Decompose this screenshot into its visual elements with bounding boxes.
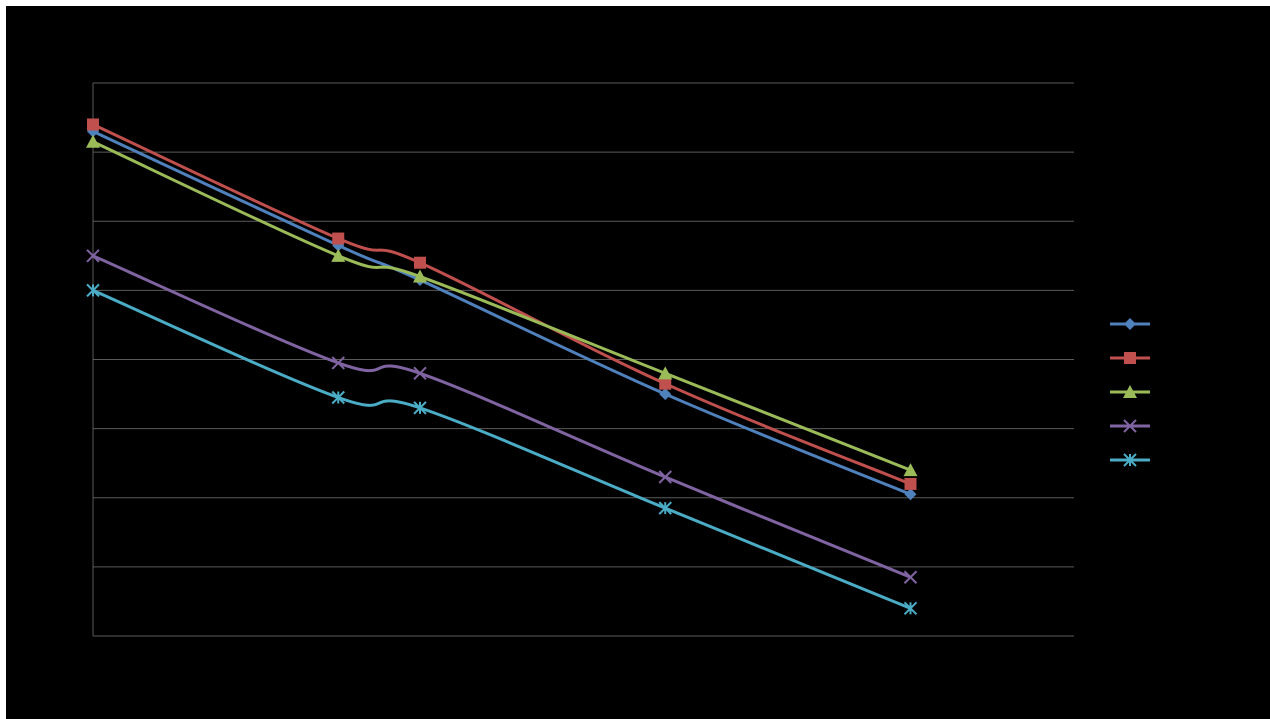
series-line [92, 254, 912, 579]
series-group [86, 118, 918, 616]
data-point [658, 366, 673, 380]
data-point [904, 477, 917, 490]
legend-entry [1110, 352, 1150, 364]
series-4 [86, 249, 918, 584]
data-point [413, 269, 427, 283]
data-point [903, 570, 918, 584]
data-point [86, 283, 100, 298]
data-point [904, 488, 917, 501]
data-point [87, 118, 99, 131]
legend-entry [1110, 318, 1150, 330]
chart-area [6, 6, 1270, 719]
data-point [86, 134, 100, 148]
data-point [413, 401, 427, 415]
series-line [92, 140, 912, 472]
line-chart [86, 82, 1150, 637]
data-point [331, 248, 346, 262]
legend-marker [1124, 318, 1136, 330]
data-point [332, 232, 345, 245]
series-line [92, 289, 912, 610]
data-point [413, 366, 427, 381]
legend [1110, 318, 1150, 467]
legend-marker [1124, 352, 1136, 364]
series-5 [86, 283, 918, 616]
series-3 [86, 134, 918, 477]
data-point [414, 256, 426, 269]
series-2 [87, 118, 917, 490]
legend-entry [1110, 419, 1150, 433]
legend-marker [1123, 453, 1137, 467]
data-point [658, 501, 672, 515]
legend-entry [1110, 385, 1150, 398]
series-line [92, 123, 912, 486]
data-point [331, 390, 345, 405]
data-point [86, 249, 100, 263]
data-point [658, 470, 672, 484]
data-point [331, 356, 345, 370]
legend-marker [1123, 385, 1137, 398]
data-point [903, 601, 918, 616]
data-point [903, 463, 918, 477]
legend-entry [1110, 453, 1150, 467]
gridlines [93, 82, 1074, 637]
data-point [659, 377, 672, 390]
legend-marker [1123, 419, 1137, 433]
data-point [659, 388, 672, 401]
